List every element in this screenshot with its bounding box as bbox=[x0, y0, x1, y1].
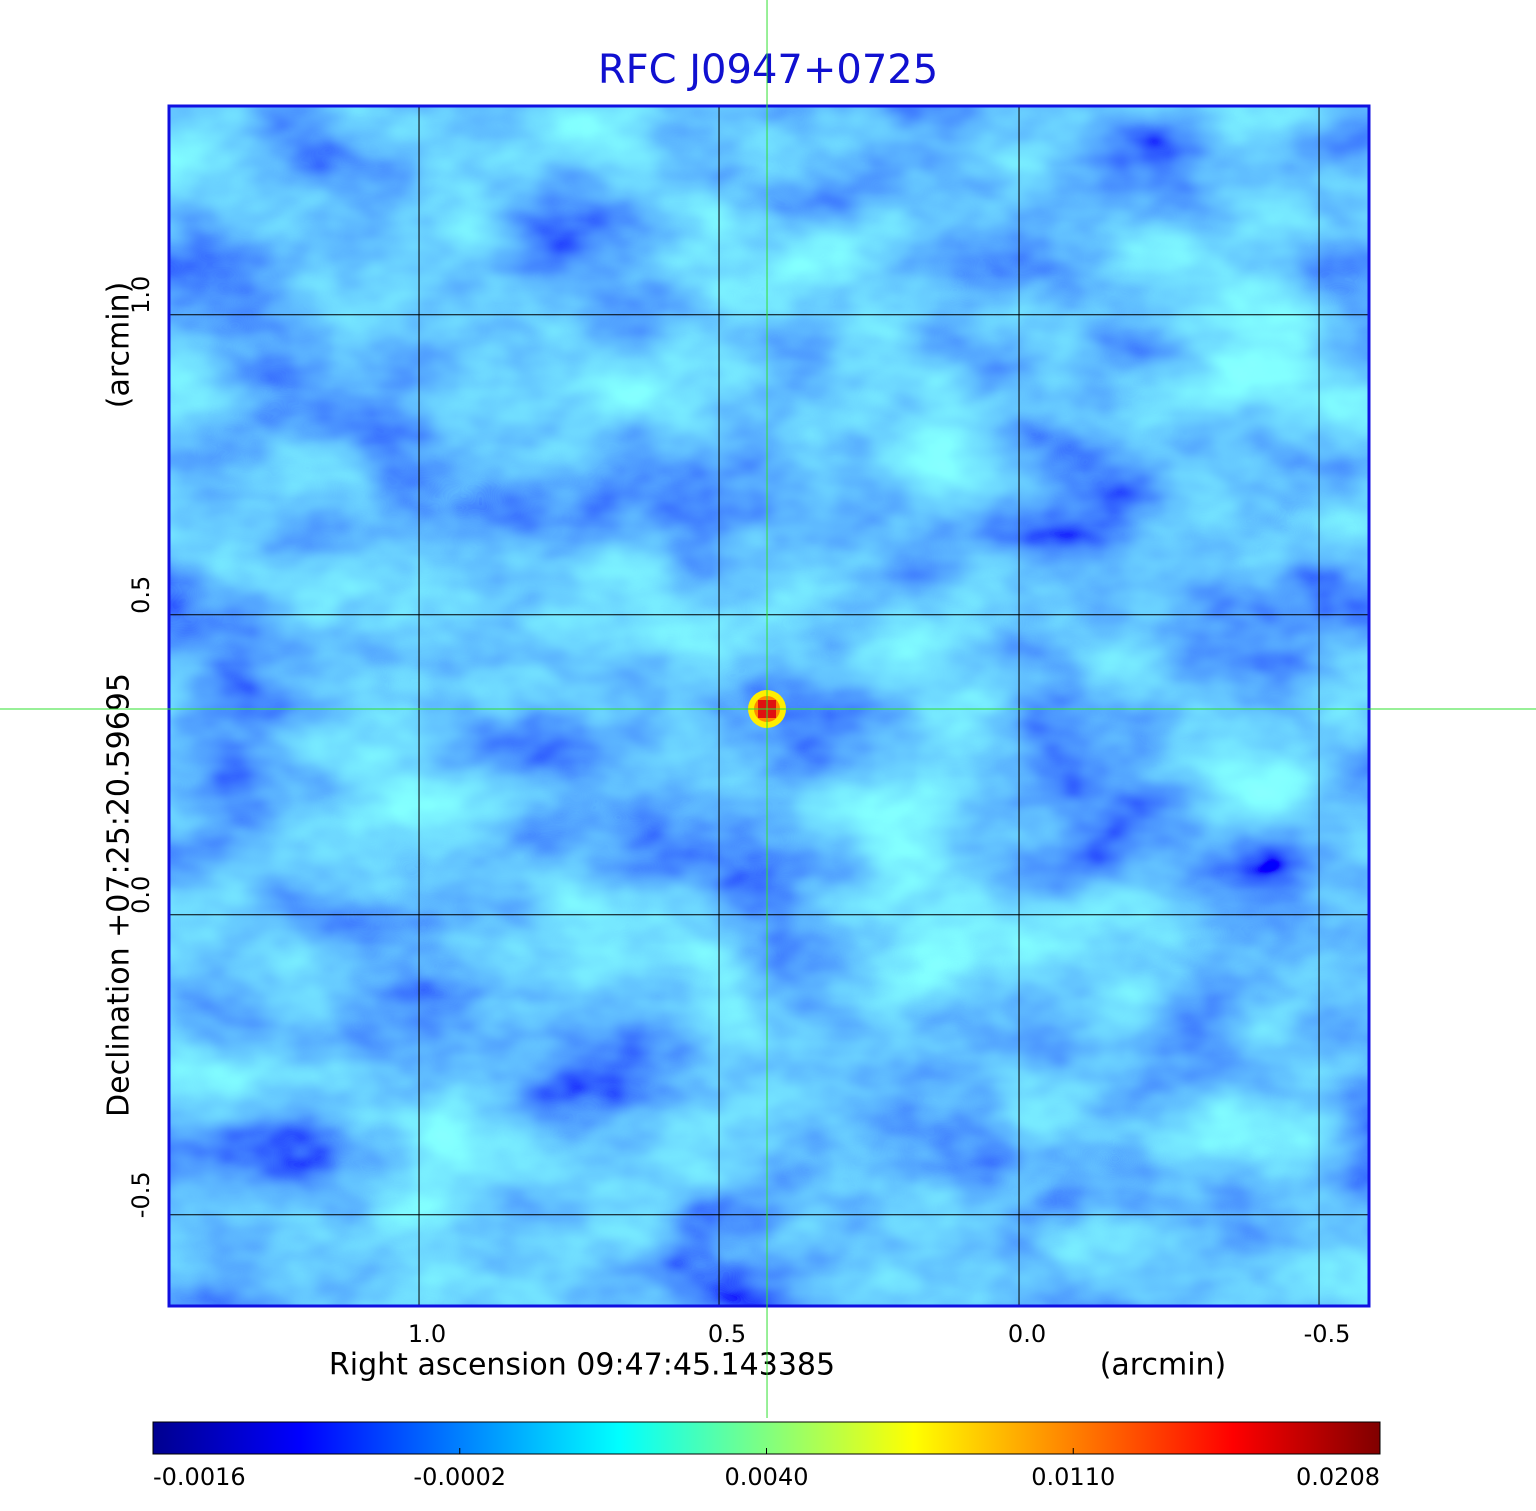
chart-title: RFC J0947+0725 bbox=[598, 47, 938, 93]
y-tick-label: 0.0 bbox=[127, 876, 155, 914]
y-tick-label: 1.0 bbox=[127, 276, 155, 314]
colorbar-tick-label: 0.0110 bbox=[1031, 1463, 1115, 1491]
y-axis-label: Declination +07:25:20.59695 bbox=[102, 673, 137, 1117]
y-tick-label: 0.5 bbox=[127, 576, 155, 614]
colorbar-tick-label: -0.0002 bbox=[413, 1463, 506, 1491]
x-axis-label: Right ascension 09:47:45.143385 bbox=[329, 1348, 835, 1383]
x-tick-label: 1.0 bbox=[408, 1320, 446, 1348]
colorbar-tick-label: 0.0208 bbox=[1296, 1463, 1380, 1491]
y-axis-unit: (arcmin) bbox=[102, 282, 137, 409]
x-axis-unit: (arcmin) bbox=[1100, 1348, 1227, 1383]
x-tick-label: 0.5 bbox=[708, 1320, 746, 1348]
colorbar-tick-label: -0.0016 bbox=[153, 1463, 246, 1491]
x-tick-label: -0.5 bbox=[1304, 1320, 1351, 1348]
y-tick-label: -0.5 bbox=[127, 1171, 155, 1218]
colorbar-tick-label: 0.0040 bbox=[725, 1463, 809, 1491]
x-tick-label: 0.0 bbox=[1008, 1320, 1046, 1348]
plot-frame bbox=[167, 104, 1371, 1308]
